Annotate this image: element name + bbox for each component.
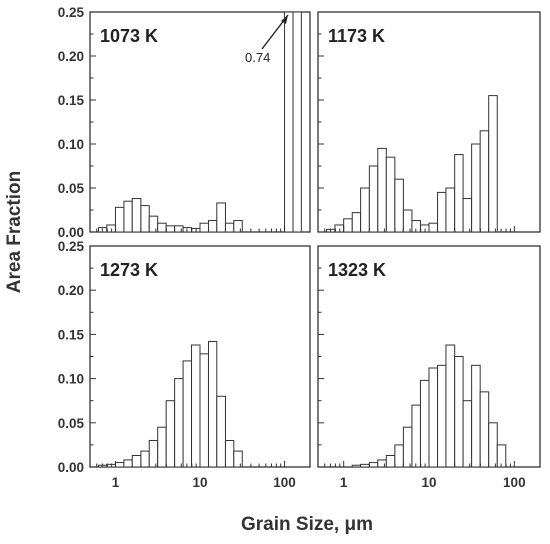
- histogram-bar: [454, 154, 464, 233]
- x-tick-label: 10: [421, 475, 436, 490]
- histogram-bar: [292, 11, 302, 233]
- histogram-bar: [148, 439, 159, 468]
- histogram-bar: [351, 464, 362, 468]
- y-tick-label: 0.15: [58, 93, 85, 108]
- y-tick-label: 0.10: [58, 372, 84, 387]
- histogram-bar: [445, 187, 456, 233]
- histogram-bar: [402, 209, 413, 233]
- histogram-bar: [385, 455, 396, 468]
- panel-title: 1073 K: [100, 26, 158, 46]
- y-tick-label: 0.05: [58, 416, 85, 431]
- y-tick-label: 0.25: [58, 239, 85, 254]
- annotation-arrowhead: [281, 15, 288, 24]
- histogram-bar: [462, 400, 473, 468]
- histogram-bar: [114, 206, 125, 233]
- histogram-bar: [224, 222, 235, 233]
- histogram-bar: [191, 344, 201, 468]
- y-tick-label: 0.20: [58, 283, 84, 298]
- histogram-bar: [199, 353, 209, 468]
- panel-title: 1323 K: [328, 260, 386, 280]
- panels-group: 0.00 0.05 0.10 0.15 0.20 0.25 1073 K 0.74 1173 K…: [58, 5, 541, 490]
- histogram-bar: [385, 156, 396, 233]
- histogram-bar: [488, 95, 498, 233]
- panel-2: 1173 K: [317, 11, 541, 233]
- histogram-bar: [419, 379, 430, 468]
- histogram-bar: [207, 220, 218, 233]
- histogram-bar: [165, 400, 176, 468]
- histogram-bar: [428, 222, 439, 233]
- histogram-bar: [199, 222, 209, 233]
- histogram-bar: [157, 222, 167, 233]
- histogram-bar: [360, 463, 370, 468]
- x-tick-label: 100: [273, 475, 296, 490]
- x-tick-label: 100: [503, 475, 526, 490]
- histogram-bar: [368, 165, 379, 233]
- x-tick-label: 1: [340, 475, 348, 490]
- panel-4: 1 10 100 1323 K: [317, 245, 541, 490]
- histogram-bar: [437, 364, 447, 468]
- histogram-bar: [351, 212, 362, 233]
- histogram-bar: [479, 391, 490, 468]
- x-tick-label: 10: [192, 475, 207, 490]
- histogram-bar: [377, 147, 387, 233]
- histogram-bar: [360, 187, 370, 233]
- panel-title: 1273 K: [100, 260, 158, 280]
- histogram-bar: [394, 444, 404, 468]
- histogram-bar: [284, 11, 294, 233]
- y-tick-label: 0.25: [58, 5, 85, 20]
- histogram-bar: [165, 225, 176, 233]
- y-axis-title: Area Fraction: [4, 171, 25, 293]
- histogram-bar: [216, 395, 226, 468]
- y-tick-label: 0.00: [58, 225, 84, 240]
- histogram-bar: [148, 215, 159, 233]
- histogram-bar: [157, 426, 167, 468]
- y-tick-label: 0.00: [58, 460, 84, 475]
- histogram-bar: [140, 205, 150, 233]
- histogram-bar: [224, 439, 235, 468]
- histogram-bar: [377, 459, 387, 468]
- histogram-bar: [174, 225, 184, 233]
- histogram-bar: [114, 462, 125, 468]
- histogram-bar: [479, 130, 490, 233]
- histogram-bar: [233, 220, 243, 233]
- histogram-bar: [411, 404, 421, 468]
- histogram-bar: [368, 462, 379, 468]
- histogram-bar: [471, 143, 481, 233]
- histogram-bar: [216, 202, 226, 233]
- histogram-bar: [123, 459, 133, 468]
- x-axis-title: Grain Size, μm: [241, 514, 373, 535]
- histogram-bar: [233, 450, 243, 468]
- histogram-bar: [394, 178, 404, 233]
- y-tick-label: 0.05: [58, 181, 85, 196]
- histogram-bar: [343, 218, 353, 233]
- histogram-bar: [182, 360, 193, 468]
- histogram-bar: [428, 367, 439, 468]
- histogram-bar: [454, 356, 464, 468]
- histogram-bar: [174, 378, 184, 468]
- histogram-bar: [437, 191, 447, 233]
- histogram-bar: [402, 426, 413, 468]
- y-tick-label: 0.15: [58, 327, 85, 342]
- panel-3: 0.00 0.05 0.10 0.15 0.20 0.25 1 10 100 1273 K: [58, 239, 311, 490]
- histogram-bar: [140, 450, 150, 468]
- histogram-bar: [471, 364, 481, 468]
- histogram-bar: [445, 344, 456, 468]
- panel-title: 1173 K: [328, 26, 385, 46]
- histogram-bar: [488, 422, 498, 468]
- panel-1: 0.00 0.05 0.10 0.15 0.20 0.25 1073 K 0.74: [58, 5, 311, 240]
- histogram-bar: [131, 198, 142, 233]
- histogram-bar: [462, 198, 473, 233]
- y-tick-label: 0.10: [58, 137, 84, 152]
- histogram-bar: [123, 200, 133, 233]
- y-tick-label: 0.20: [58, 49, 84, 64]
- histogram-bar: [131, 455, 142, 468]
- histogram-bar: [207, 340, 218, 468]
- x-tick-label: 1: [112, 475, 120, 490]
- annotation-label: 0.74: [245, 50, 270, 65]
